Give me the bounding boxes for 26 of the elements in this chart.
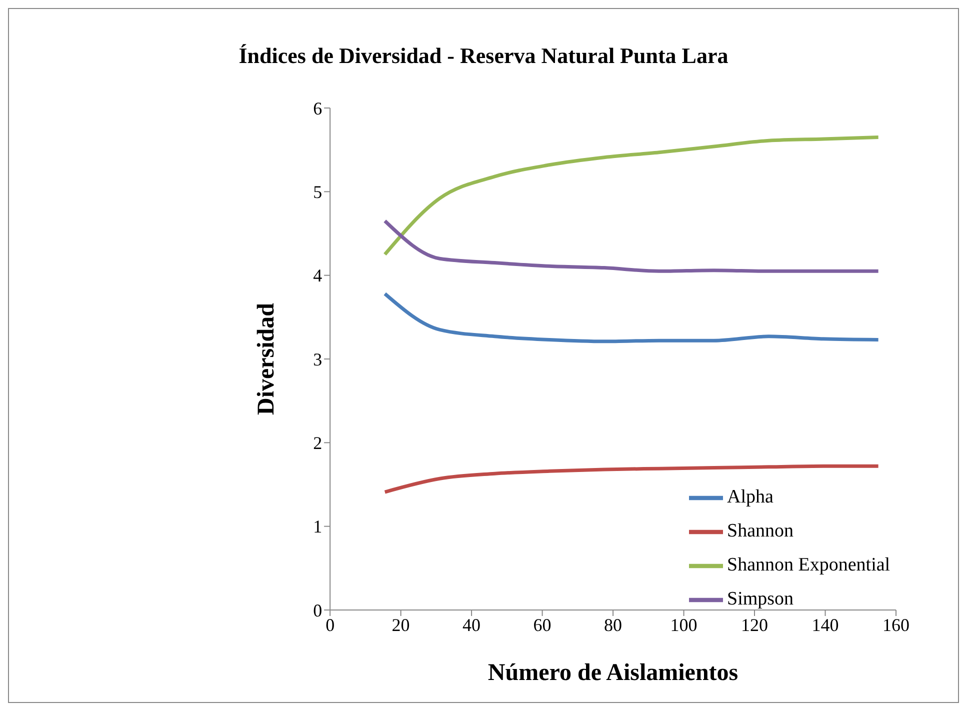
x-tick-label: 20 xyxy=(392,614,410,635)
x-axis-title: Número de Aislamientos xyxy=(488,660,738,686)
x-tick-label: 120 xyxy=(741,614,768,635)
legend-label: Shannon xyxy=(727,520,794,542)
legend-label: Alpha xyxy=(727,486,774,508)
line-series xyxy=(383,136,880,256)
x-tick-label: 140 xyxy=(812,614,839,635)
x-tick-label: 0 xyxy=(326,614,335,635)
x-tick-label: 100 xyxy=(670,614,698,635)
x-tick-label: 60 xyxy=(533,614,552,635)
y-tick-label: 4 xyxy=(313,266,322,286)
legend-label: Simpson xyxy=(727,588,794,610)
x-tick-label: 40 xyxy=(462,614,481,635)
y-tick-label: 0 xyxy=(313,600,322,620)
y-tick-label: 6 xyxy=(313,98,322,118)
y-tick-label: 2 xyxy=(313,433,322,454)
x-tick-label: 80 xyxy=(604,614,622,635)
legend-label: Shannon Exponential xyxy=(727,554,890,576)
chart-title: Índices de Diversidad - Reserva Natural Punta Lara xyxy=(238,43,730,69)
y-tick-label: 1 xyxy=(313,516,322,537)
x-tick-label: 160 xyxy=(882,614,910,635)
y-tick-label: 3 xyxy=(313,349,322,370)
y-tick-label: 5 xyxy=(313,182,322,202)
y-axis-title: Diversidad xyxy=(254,302,280,416)
line-series xyxy=(383,292,880,344)
line-series xyxy=(383,219,880,273)
